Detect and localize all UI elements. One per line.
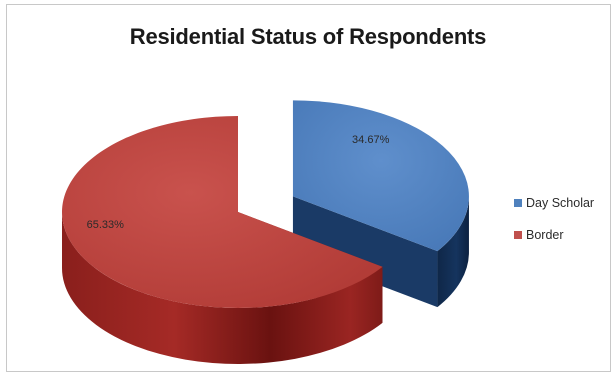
- legend-label-day-scholar: Day Scholar: [526, 196, 595, 210]
- legend-label-border: Border: [526, 228, 564, 242]
- data-label-day-scholar: 34.67%: [352, 134, 390, 146]
- slice-wall-day-scholar-1: [292, 196, 438, 308]
- legend: Day Scholar Border: [514, 196, 610, 260]
- slice-top-day-scholar: [292, 100, 469, 252]
- legend-item-day-scholar: Day Scholar: [514, 196, 610, 210]
- slice-top-border: [62, 116, 383, 308]
- chart-title: Residential Status of Respondents: [129, 24, 487, 49]
- legend-item-border: Border: [514, 228, 610, 242]
- data-label-border: 65.33%: [87, 219, 125, 231]
- slice-side-day-scholar: [437, 196, 469, 308]
- legend-swatch-border: [514, 231, 522, 239]
- slice-side-border: [62, 212, 383, 365]
- legend-swatch-day-scholar: [514, 199, 522, 207]
